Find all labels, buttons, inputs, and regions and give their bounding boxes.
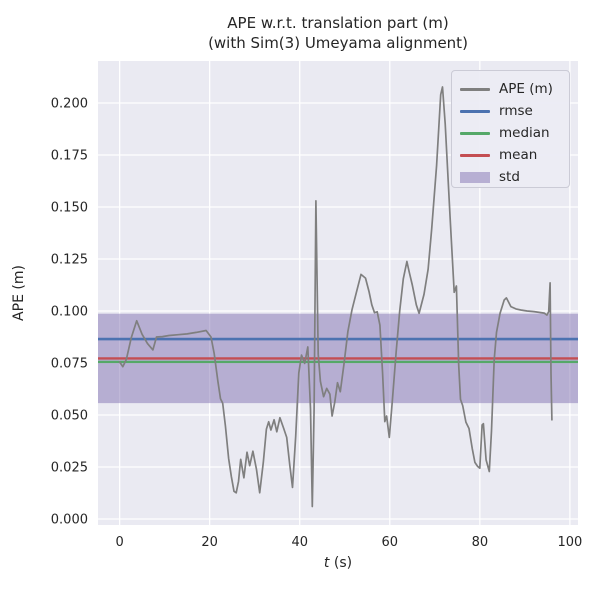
legend-label: std <box>499 169 520 185</box>
legend-label: mean <box>499 147 538 163</box>
x-tick-label: 20 <box>201 535 218 550</box>
mean-line-swatch <box>460 153 490 157</box>
y-tick-label: 0.175 <box>51 149 88 164</box>
std-patch-swatch <box>460 171 490 183</box>
x-tick-label: 40 <box>291 535 308 550</box>
y-tick-label: 0.200 <box>51 97 88 112</box>
legend-label: rmse <box>499 103 533 119</box>
legend-item-mean: mean <box>460 144 569 166</box>
chart-title-line1: APE w.r.t. translation part (m) <box>227 14 448 32</box>
legend-item-std: std <box>460 166 569 188</box>
y-tick-label: 0.000 <box>51 512 88 527</box>
y-tick-label: 0.125 <box>51 252 88 267</box>
legend-item-rmse: rmse <box>460 100 569 122</box>
x-tick-label: 80 <box>472 535 489 550</box>
y-tick-label: 0.050 <box>51 408 88 423</box>
x-tick-label: 60 <box>382 535 399 550</box>
y-tick-label: 0.075 <box>51 356 88 371</box>
y-tick-label: 0.100 <box>51 304 88 319</box>
x-axis-label: t (s) <box>324 555 352 571</box>
ape-curve <box>118 86 553 508</box>
y-tick-label: 0.025 <box>51 460 88 475</box>
legend-label: median <box>499 125 550 141</box>
x-tick-label: 100 <box>557 535 582 550</box>
rmse-line-swatch <box>460 109 490 113</box>
ape-line-swatch <box>460 87 490 91</box>
legend: APE (m) rmse median mean std <box>451 70 570 188</box>
y-tick-label: 0.150 <box>51 201 88 216</box>
legend-item-ape: APE (m) <box>460 78 569 100</box>
legend-item-median: median <box>460 122 569 144</box>
legend-label: APE (m) <box>499 81 553 97</box>
x-tick-label: 0 <box>115 535 123 550</box>
chart-title-line2: (with Sim(3) Umeyama alignment) <box>208 34 468 52</box>
y-axis-label: APE (m) <box>11 265 27 321</box>
median-line-swatch <box>460 131 490 135</box>
